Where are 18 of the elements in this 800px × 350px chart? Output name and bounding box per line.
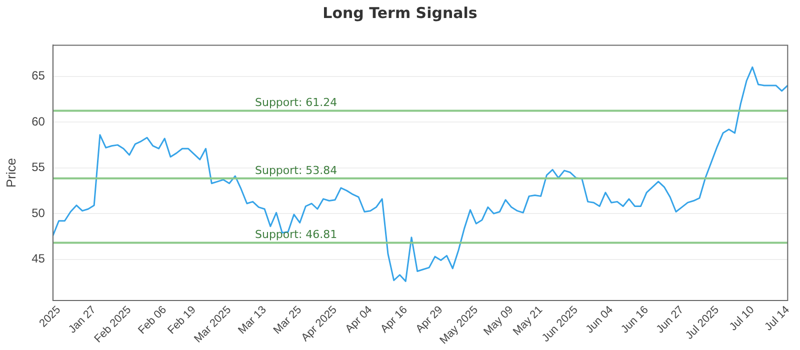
- x-tick-label: Jun 16: [619, 304, 651, 336]
- ref-line-label: Support: 61.24: [254, 96, 338, 110]
- x-tick-label: Jun 04: [584, 304, 616, 336]
- x-tick-label: Jun 27: [654, 304, 686, 336]
- chart-title: Long Term Signals: [322, 4, 478, 22]
- x-tick-label: Mar 13: [236, 304, 269, 337]
- x-tick-label: Jul 10: [727, 304, 757, 334]
- y-axis-title: Price: [3, 158, 18, 188]
- x-tick-label: Jul 14: [762, 304, 792, 334]
- ref-line-label: Support: 53.84: [254, 164, 338, 177]
- y-tick-label: 65: [32, 68, 46, 83]
- x-tick-label: Apr 04: [343, 304, 375, 336]
- ref-line-label: Support: 46.81: [254, 228, 338, 242]
- y-tick-label: 55: [32, 160, 46, 174]
- x-tick-label: Apr 16: [378, 304, 410, 336]
- y-tick-label: 60: [32, 114, 46, 128]
- y-tick-label: 45: [32, 252, 46, 266]
- y-tick-label: 50: [32, 206, 46, 220]
